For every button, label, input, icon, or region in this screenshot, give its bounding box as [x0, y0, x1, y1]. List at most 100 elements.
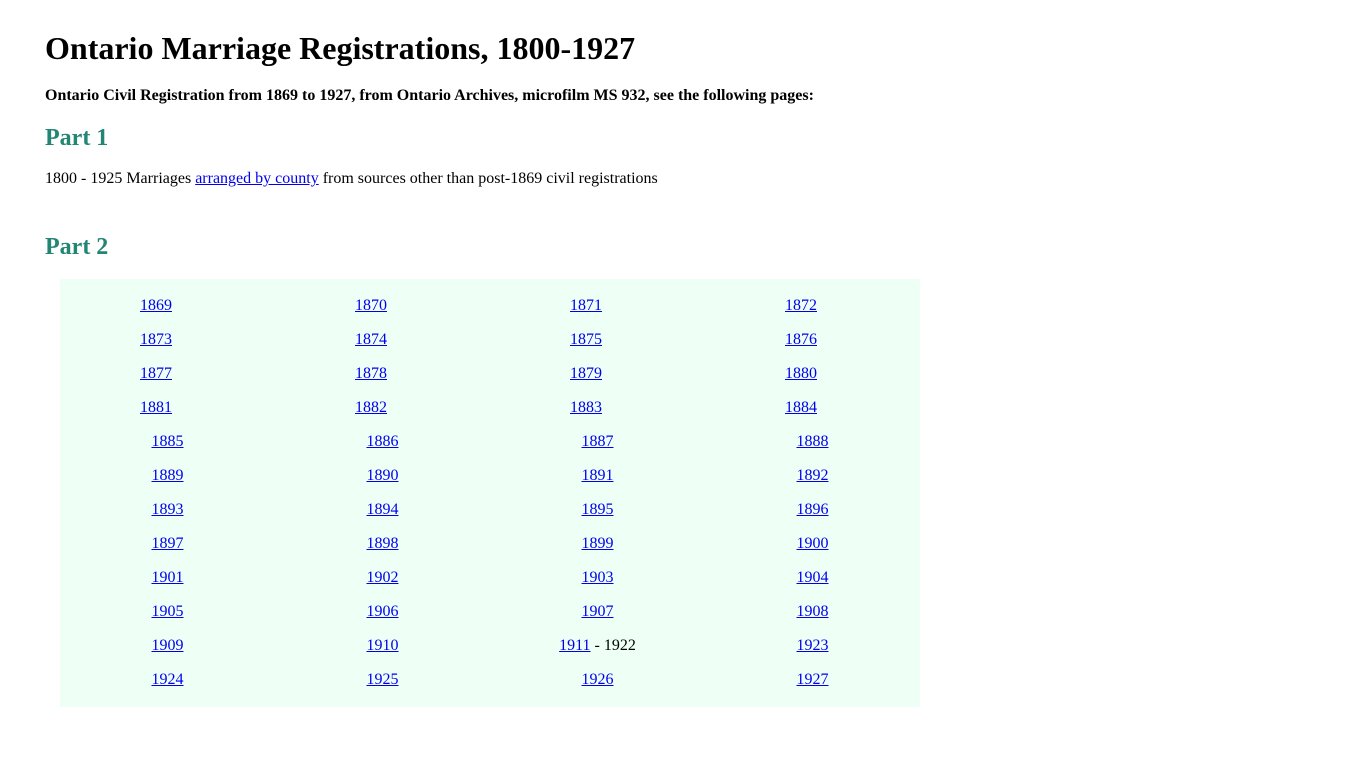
year-link-1905[interactable]: 1905 [152, 603, 184, 620]
part1-text-after: from sources other than post-1869 civil … [319, 170, 658, 187]
year-cell: 1881 [60, 391, 275, 425]
year-link-1874[interactable]: 1874 [355, 331, 387, 348]
year-link-1923[interactable]: 1923 [797, 637, 829, 654]
year-link-1901[interactable]: 1901 [152, 569, 184, 586]
year-row: 1897 1898 1899 1900 [60, 527, 920, 561]
year-cell: 1900 [705, 527, 920, 561]
year-cell: 1894 [275, 493, 490, 527]
year-cell: 1874 [275, 323, 490, 357]
year-link-1884[interactable]: 1884 [785, 399, 817, 416]
year-link-1889[interactable]: 1889 [152, 467, 184, 484]
year-cell: 1872 [705, 289, 920, 323]
year-link-1880[interactable]: 1880 [785, 365, 817, 382]
year-suffix: - 1922 [591, 637, 636, 654]
arranged-by-county-link[interactable]: arranged by county [195, 170, 319, 187]
year-link-1876[interactable]: 1876 [785, 331, 817, 348]
year-cell: 1901 [60, 561, 275, 595]
year-cell: 1875 [490, 323, 705, 357]
year-link-1903[interactable]: 1903 [582, 569, 614, 586]
year-link-1877[interactable]: 1877 [140, 365, 172, 382]
year-cell: 1877 [60, 357, 275, 391]
year-link-1890[interactable]: 1890 [367, 467, 399, 484]
year-link-1897[interactable]: 1897 [152, 535, 184, 552]
year-link-1911[interactable]: 1911 [559, 637, 590, 654]
year-cell: 1870 [275, 289, 490, 323]
year-row: 1873 1874 1875 1876 [60, 323, 920, 357]
year-link-1881[interactable]: 1881 [140, 399, 172, 416]
year-link-1878[interactable]: 1878 [355, 365, 387, 382]
year-link-1892[interactable]: 1892 [797, 467, 829, 484]
year-link-1896[interactable]: 1896 [797, 501, 829, 518]
year-link-1893[interactable]: 1893 [152, 501, 184, 518]
year-cell: 1923 [705, 629, 920, 663]
year-cell: 1885 [60, 425, 275, 459]
year-link-1907[interactable]: 1907 [582, 603, 614, 620]
year-link-1924[interactable]: 1924 [152, 671, 184, 688]
year-link-1870[interactable]: 1870 [355, 297, 387, 314]
year-cell: 1903 [490, 561, 705, 595]
year-link-1904[interactable]: 1904 [797, 569, 829, 586]
year-cell: 1899 [490, 527, 705, 561]
year-cell: 1896 [705, 493, 920, 527]
year-link-1902[interactable]: 1902 [367, 569, 399, 586]
year-cell: 1873 [60, 323, 275, 357]
year-link-1891[interactable]: 1891 [582, 467, 614, 484]
year-row: 1881 1882 1883 1884 [60, 391, 920, 425]
year-link-1873[interactable]: 1873 [140, 331, 172, 348]
year-link-1899[interactable]: 1899 [582, 535, 614, 552]
year-link-1909[interactable]: 1909 [152, 637, 184, 654]
year-link-1883[interactable]: 1883 [570, 399, 602, 416]
year-cell: 1892 [705, 459, 920, 493]
year-link-1871[interactable]: 1871 [570, 297, 602, 314]
year-link-1925[interactable]: 1925 [367, 671, 399, 688]
year-link-1875[interactable]: 1875 [570, 331, 602, 348]
year-link-1886[interactable]: 1886 [367, 433, 399, 450]
year-row: 1905 1906 1907 1908 [60, 595, 920, 629]
year-cell: 1878 [275, 357, 490, 391]
year-link-1910[interactable]: 1910 [367, 637, 399, 654]
year-link-1869[interactable]: 1869 [140, 297, 172, 314]
year-cell: 1889 [60, 459, 275, 493]
part2-heading: Part 2 [45, 234, 1321, 261]
year-cell: 1898 [275, 527, 490, 561]
year-link-1894[interactable]: 1894 [367, 501, 399, 518]
year-cell: 1911 - 1922 [490, 629, 705, 663]
year-link-1885[interactable]: 1885 [152, 433, 184, 450]
year-link-1898[interactable]: 1898 [367, 535, 399, 552]
year-cell: 1906 [275, 595, 490, 629]
year-cell: 1926 [490, 663, 705, 697]
year-cell: 1890 [275, 459, 490, 493]
year-link-1888[interactable]: 1888 [797, 433, 829, 450]
year-link-1895[interactable]: 1895 [582, 501, 614, 518]
year-link-1927[interactable]: 1927 [797, 671, 829, 688]
page-subtitle: Ontario Civil Registration from 1869 to … [45, 87, 1321, 105]
year-link-1872[interactable]: 1872 [785, 297, 817, 314]
year-row: 1909 1910 1911 - 1922 1923 [60, 629, 920, 663]
year-row: 1889 1890 1891 1892 [60, 459, 920, 493]
year-link-1900[interactable]: 1900 [797, 535, 829, 552]
year-link-1887[interactable]: 1887 [582, 433, 614, 450]
part1-heading: Part 1 [45, 125, 1321, 152]
part1-text: 1800 - 1925 Marriages arranged by county… [45, 170, 1321, 188]
year-link-1926[interactable]: 1926 [582, 671, 614, 688]
year-cell: 1880 [705, 357, 920, 391]
year-link-1908[interactable]: 1908 [797, 603, 829, 620]
page-title: Ontario Marriage Registrations, 1800-192… [45, 30, 1321, 67]
year-cell: 1907 [490, 595, 705, 629]
year-cell: 1897 [60, 527, 275, 561]
year-cell: 1909 [60, 629, 275, 663]
year-link-1879[interactable]: 1879 [570, 365, 602, 382]
year-cell: 1876 [705, 323, 920, 357]
year-cell: 1905 [60, 595, 275, 629]
year-cell: 1884 [705, 391, 920, 425]
year-cell: 1904 [705, 561, 920, 595]
year-link-1906[interactable]: 1906 [367, 603, 399, 620]
year-cell: 1886 [275, 425, 490, 459]
year-row: 1893 1894 1895 1896 [60, 493, 920, 527]
year-cell: 1869 [60, 289, 275, 323]
year-cell: 1895 [490, 493, 705, 527]
year-link-1882[interactable]: 1882 [355, 399, 387, 416]
year-table-container: 1869 1870 1871 1872 1873 1874 1875 1876 1877 1878… [60, 279, 920, 707]
year-cell: 1925 [275, 663, 490, 697]
year-cell: 1924 [60, 663, 275, 697]
